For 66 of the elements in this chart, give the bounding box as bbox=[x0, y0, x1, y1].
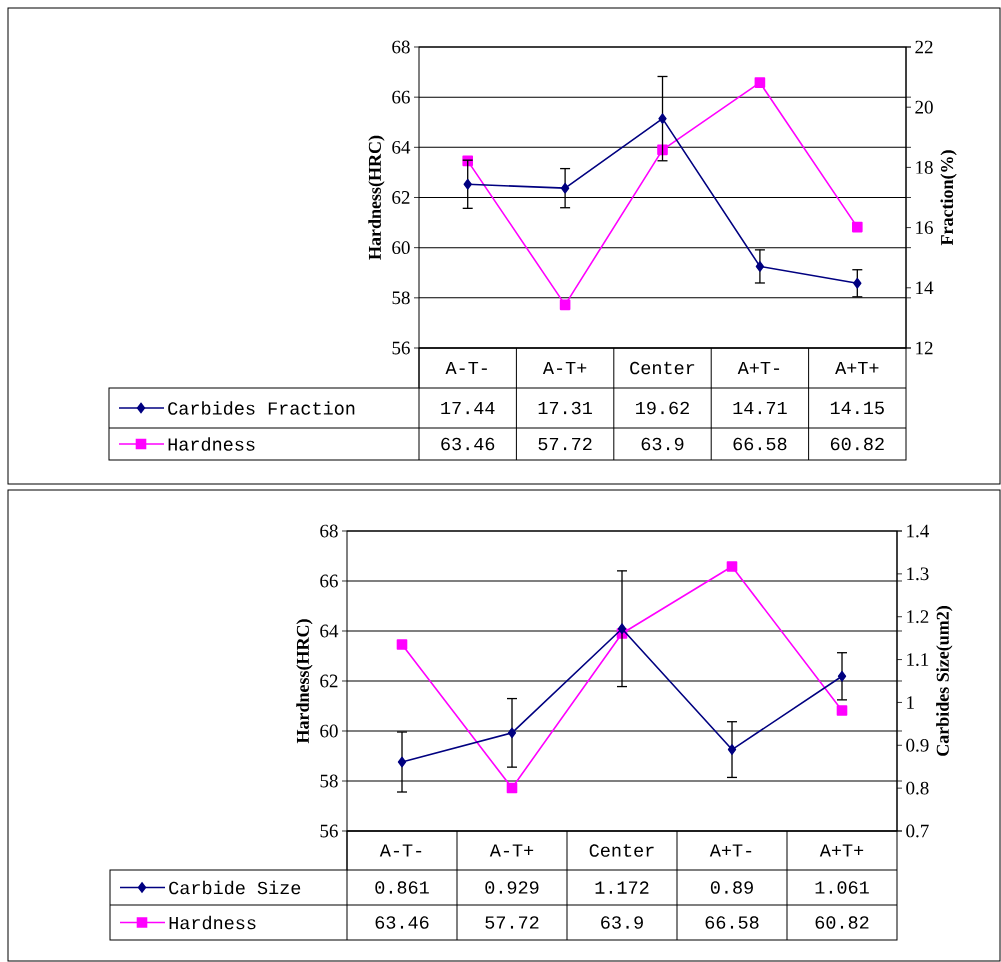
y2-tick-label: 12 bbox=[916, 341, 933, 355]
y2-tick-label: 0.8 bbox=[906, 781, 929, 795]
x-tick-label: A+T- bbox=[737, 361, 780, 375]
y2-tick-label: 1.1 bbox=[907, 653, 929, 666]
y2-tick-label: 1.3 bbox=[907, 567, 929, 581]
y2-tick-label: 1 bbox=[907, 696, 914, 709]
y-tick-label: 62 bbox=[392, 191, 410, 204]
data-label: 63.9 bbox=[601, 916, 643, 929]
x-tick-label: A-T- bbox=[445, 361, 487, 375]
x-tick-label: A+T- bbox=[709, 844, 752, 857]
y-axis-title: Hardness(HRC) bbox=[368, 135, 385, 260]
data-label: 63.46 bbox=[375, 916, 429, 929]
x-tick-label: A-T+ bbox=[489, 844, 534, 857]
y-axis-title: Hardness(HRC) bbox=[296, 619, 313, 744]
legend-label: Hardness bbox=[168, 437, 255, 451]
data-label: 0.89 bbox=[710, 881, 753, 894]
y2-tick-label: 0.9 bbox=[906, 738, 929, 752]
y2-tick-label: 22 bbox=[915, 40, 933, 54]
y2-tick-label: 18 bbox=[916, 160, 933, 174]
legend-label: Hardness bbox=[169, 915, 256, 930]
data-label: 0.861 bbox=[375, 881, 429, 894]
data-label: 1.172 bbox=[595, 881, 649, 894]
data-label: 17.31 bbox=[538, 401, 592, 415]
y2-tick-label: 1.4 bbox=[907, 524, 929, 538]
x-tick-label: A-T- bbox=[379, 844, 422, 857]
data-label: 60.82 bbox=[815, 916, 869, 929]
y-tick-label: 58 bbox=[392, 291, 410, 305]
data-label: 66.58 bbox=[733, 437, 787, 451]
data-label: 57.72 bbox=[485, 916, 539, 929]
y-tick-label: 56 bbox=[392, 341, 410, 355]
data-label: 63.9 bbox=[641, 437, 684, 451]
data-label: 60.82 bbox=[830, 437, 884, 451]
data-label: 19.62 bbox=[636, 401, 689, 415]
legend-label: Carbide Size bbox=[169, 880, 301, 895]
data-label: 63.46 bbox=[441, 437, 495, 451]
y-tick-label: 68 bbox=[392, 40, 410, 54]
y-tick-label: 62 bbox=[320, 674, 338, 688]
y-tick-label: 60 bbox=[392, 241, 410, 255]
data-label: 0.929 bbox=[485, 881, 539, 894]
y-tick-label: 64 bbox=[320, 624, 339, 638]
data-label: 66.58 bbox=[705, 916, 759, 929]
y-tick-label: 66 bbox=[392, 90, 410, 104]
y2-tick-label: 14 bbox=[916, 281, 934, 295]
y2-axis-title: Fraction(%) bbox=[940, 150, 957, 246]
data-label: 1.061 bbox=[815, 881, 869, 894]
y2-tick-label: 0.7 bbox=[906, 824, 929, 838]
x-tick-label: Center bbox=[589, 844, 654, 857]
y-tick-label: 68 bbox=[320, 524, 338, 538]
data-label: 57.72 bbox=[538, 437, 592, 451]
legend-label: Carbides Fraction bbox=[168, 401, 355, 415]
data-label: 17.44 bbox=[441, 401, 495, 415]
y-tick-label: 66 bbox=[320, 574, 338, 588]
data-label: 14.71 bbox=[733, 401, 787, 415]
y-tick-label: 64 bbox=[392, 140, 411, 154]
y2-tick-label: 16 bbox=[916, 221, 933, 234]
data-label: 14.15 bbox=[830, 401, 884, 415]
y-tick-label: 56 bbox=[320, 824, 338, 838]
y-tick-label: 60 bbox=[320, 724, 338, 738]
y2-tick-label: 20 bbox=[915, 100, 933, 114]
x-tick-label: Center bbox=[630, 361, 695, 375]
y2-axis-title: Carbides Size(um2) bbox=[936, 606, 953, 756]
x-tick-label: A+T+ bbox=[819, 844, 864, 857]
x-tick-label: A-T+ bbox=[542, 361, 587, 375]
y-tick-label: 58 bbox=[320, 774, 338, 788]
y2-tick-label: 1.2 bbox=[907, 610, 929, 624]
x-tick-label: A+T+ bbox=[835, 361, 879, 375]
